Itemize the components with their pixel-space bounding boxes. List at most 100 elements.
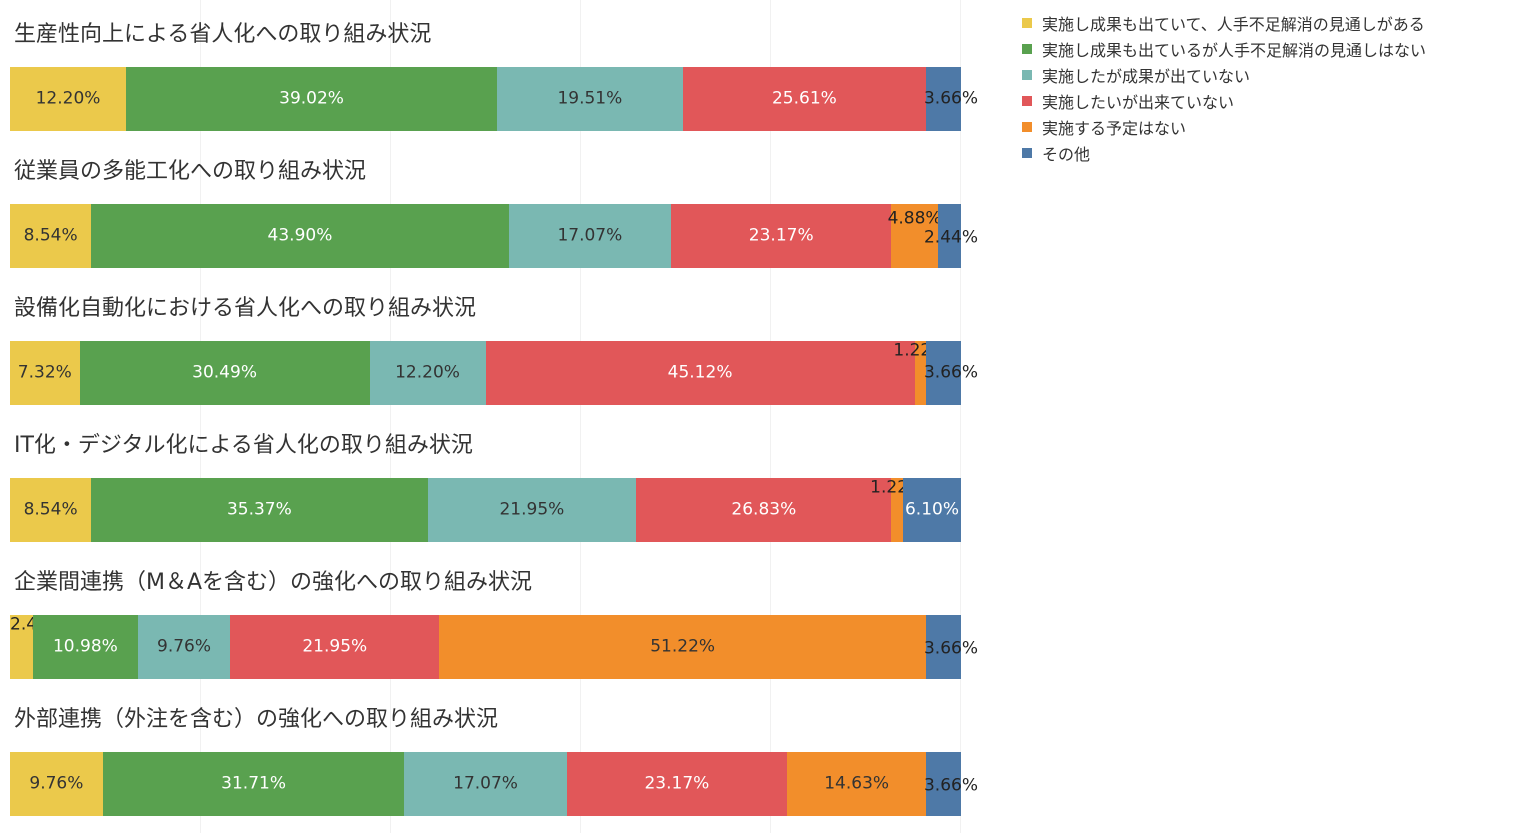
legend-item[interactable]: 実施する予定はない — [1022, 114, 1426, 140]
data-label: 9.76% — [29, 773, 84, 794]
bar-segment — [926, 67, 961, 131]
stacked-bar: 8.54% 43.90% 17.07% 23.17% 4.88% 2.44% — [10, 204, 978, 268]
data-label: 12.20% — [395, 362, 460, 383]
bar-segment — [566, 752, 788, 816]
bar-segment — [10, 204, 92, 268]
gridline — [580, 0, 581, 833]
bar-segment — [937, 204, 961, 268]
data-label: 8.54% — [23, 225, 78, 246]
bar-segment — [787, 752, 927, 816]
bar-segment — [891, 478, 903, 542]
legend-swatch — [1022, 96, 1032, 106]
stacked-bar-charts: 生産性向上による省人化への取り組み状況 12.20% 39.02% 19.51% 25… — [10, 0, 978, 833]
data-label: 17.07% — [557, 225, 623, 246]
stacked-bar: 7.32% 30.49% 12.20% 45.12% 1.22% 3.66% — [10, 341, 978, 405]
chart-title: 設備化自動化における省人化への取り組み状況 — [14, 296, 477, 321]
gridline — [200, 0, 201, 833]
data-label: 26.83% — [731, 499, 797, 520]
data-label: 3.66% — [923, 362, 979, 383]
bar-segment — [926, 615, 961, 679]
bar-segment — [636, 478, 892, 542]
bar-segment — [91, 478, 428, 542]
bar-segment — [369, 341, 486, 405]
data-label: 2.44% — [923, 227, 979, 248]
data-label: 12.20% — [35, 88, 101, 109]
data-label: 23.17% — [748, 225, 814, 246]
legend-label: 実施し成果も出ているが人手不足解消の見通しはない — [1042, 41, 1427, 60]
bar-segment — [102, 752, 405, 816]
data-label: 10.98% — [52, 636, 118, 657]
stacked-bar: 8.54% 35.37% 21.95% 26.83% 1.22% 6.10% — [10, 478, 961, 542]
data-label: 21.95% — [499, 499, 565, 520]
legend-label: その他 — [1042, 145, 1091, 164]
legend-item[interactable]: 実施し成果も出ているが人手不足解消の見通しはない — [1022, 36, 1426, 62]
bar-segment — [126, 67, 498, 131]
legend-label: 実施したが成果が出ていない — [1042, 67, 1251, 86]
stacked-bar: 12.20% 39.02% 19.51% 25.61% 3.66% — [10, 67, 978, 131]
stacked-bar: 2.44%10.98%9.76%21.95%51.22%3.66% — [10, 615, 978, 679]
data-label: 7.32% — [17, 362, 72, 383]
bar-segment — [914, 341, 927, 405]
data-label: 6.10% — [904, 499, 960, 520]
data-label: 43.90% — [267, 225, 333, 246]
legend-label: 実施し成果も出ていて、人手不足解消の見通しがある — [1042, 15, 1425, 34]
chart-title: IT化・デジタル化による省人化の取り組み状況 — [14, 433, 473, 458]
bar-segment — [33, 615, 138, 679]
bar-segment — [91, 204, 509, 268]
legend-swatch — [1022, 44, 1032, 54]
legend-item[interactable]: 実施し成果も出ていて、人手不足解消の見通しがある — [1022, 10, 1426, 36]
bar-segment — [926, 752, 961, 816]
chart-title: 従業員の多能工化への取り組み状況 — [14, 159, 367, 184]
data-label: 30.49% — [192, 362, 257, 383]
legend: 実施し成果も出ていて、人手不足解消の見通しがある 実施し成果も出ているが人手不足… — [1022, 10, 1426, 166]
legend-item[interactable]: 実施したが成果が出ていない — [1022, 62, 1426, 88]
data-label: 39.02% — [279, 88, 344, 109]
data-label: 21.95% — [302, 636, 368, 657]
legend-swatch — [1022, 122, 1032, 132]
data-label: 3.66% — [923, 638, 979, 659]
legend-label: 実施したいが出来ていない — [1042, 93, 1235, 112]
bar-segment — [682, 67, 927, 131]
data-label: 51.22% — [650, 636, 716, 657]
bar-segment — [10, 341, 80, 405]
data-label: 3.66% — [923, 775, 979, 796]
bar-segment — [10, 478, 92, 542]
chart-title: 企業間連携（M＆Aを含む）の強化への取り組み状況 — [14, 570, 533, 595]
data-label: 4.88% — [887, 208, 942, 229]
data-label: 8.54% — [23, 499, 78, 520]
gridline — [960, 0, 961, 833]
legend-item[interactable]: その他 — [1022, 140, 1426, 166]
legend-swatch — [1022, 18, 1032, 28]
legend-swatch — [1022, 148, 1032, 158]
bar-segment — [137, 615, 231, 679]
bar-segment — [926, 341, 961, 405]
bar-segment — [497, 67, 683, 131]
data-label: 14.63% — [824, 773, 890, 794]
bar-segment — [508, 204, 672, 268]
data-label: 19.51% — [557, 88, 623, 109]
bar-segment — [79, 341, 370, 405]
chart-title: 外部連携（外注を含む）の強化への取り組み状況 — [14, 707, 499, 732]
data-label: 23.17% — [644, 773, 710, 794]
bar-segment — [671, 204, 892, 268]
data-label: 25.61% — [771, 88, 837, 109]
bar-segment — [10, 615, 34, 679]
data-label: 45.12% — [667, 362, 733, 383]
chart-title: 生産性向上による省人化への取り組み状況 — [14, 22, 432, 47]
bar-segment — [439, 615, 927, 679]
legend-label: 実施する予定はない — [1042, 119, 1187, 138]
legend-item[interactable]: 実施したいが出来ていない — [1022, 88, 1426, 114]
data-label: 9.76% — [157, 636, 212, 657]
bar-segment — [404, 752, 567, 816]
bar-segment — [10, 752, 103, 816]
gridline — [390, 0, 391, 833]
bar-segment — [230, 615, 440, 679]
bar-segment — [891, 204, 938, 268]
bar-segment — [10, 67, 127, 131]
bar-segment — [427, 478, 637, 542]
data-label: 17.07% — [453, 773, 518, 794]
bar-segment — [485, 341, 915, 405]
bar-segment — [902, 478, 961, 542]
stacked-bar: 9.76% 31.71% 17.07% 23.17% 14.63% 3.66% — [10, 752, 978, 816]
gridline — [770, 0, 771, 833]
